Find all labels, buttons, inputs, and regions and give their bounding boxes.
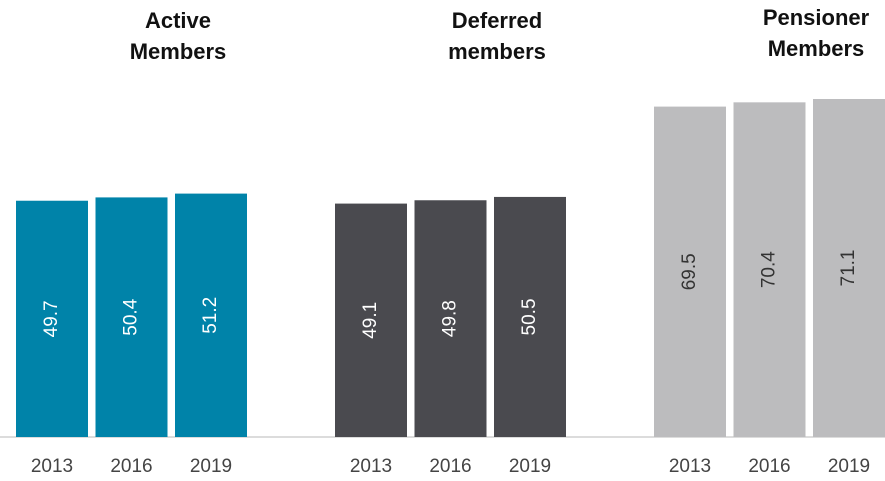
x-tick-label: 2019 bbox=[509, 456, 551, 477]
value-label: 49.8 bbox=[440, 300, 461, 337]
group-title: Deferred members bbox=[448, 8, 546, 64]
x-tick-label: 2019 bbox=[190, 456, 232, 477]
x-tick-label: 2013 bbox=[31, 456, 73, 477]
bar bbox=[95, 197, 168, 437]
group-title: Pensioner Members bbox=[762, 5, 870, 61]
x-tick-label: 2016 bbox=[748, 456, 790, 477]
x-tick-label: 2016 bbox=[429, 456, 471, 477]
group-title: Active Members bbox=[129, 8, 227, 64]
bar bbox=[16, 200, 88, 437]
value-label: 69.5 bbox=[679, 253, 700, 290]
bar bbox=[733, 102, 806, 438]
bar bbox=[654, 106, 726, 437]
bar bbox=[335, 203, 407, 437]
x-tick-label: 2019 bbox=[828, 456, 870, 477]
bar bbox=[813, 99, 885, 437]
x-tick-label: 2016 bbox=[110, 456, 152, 477]
value-label: 49.1 bbox=[360, 302, 381, 339]
value-label: 49.7 bbox=[41, 300, 62, 337]
value-label: 70.4 bbox=[759, 251, 780, 288]
value-label: 51.2 bbox=[200, 297, 221, 334]
x-tick-label: 2013 bbox=[350, 456, 392, 477]
bar bbox=[494, 196, 566, 437]
value-label: 71.1 bbox=[838, 250, 859, 287]
bar bbox=[175, 193, 247, 437]
x-tick-label: 2013 bbox=[669, 456, 711, 477]
value-label: 50.4 bbox=[121, 298, 142, 335]
value-label: 50.5 bbox=[519, 298, 540, 335]
bar bbox=[414, 200, 487, 437]
